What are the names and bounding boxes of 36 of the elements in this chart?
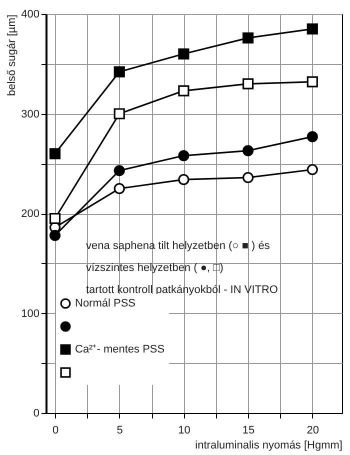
point bbox=[114, 165, 125, 176]
annotation: tartott kontroll patkányokból - IN VITRO bbox=[86, 284, 278, 296]
annotation: vena saphena tilt helyzetben (○ ■ ) és bbox=[86, 240, 270, 252]
y-tick-label: 300 bbox=[21, 108, 40, 120]
y-axis-title: belső sugár [µm] bbox=[6, 14, 18, 96]
point bbox=[242, 78, 254, 90]
point bbox=[306, 164, 318, 176]
x-tick-label: 0 bbox=[52, 424, 59, 436]
x-tick-label: 20 bbox=[306, 424, 320, 436]
point bbox=[49, 212, 61, 224]
point bbox=[114, 66, 125, 78]
point bbox=[242, 145, 254, 156]
x-tick-label: 15 bbox=[242, 424, 255, 436]
x-tick-label: 10 bbox=[178, 424, 190, 436]
point bbox=[306, 131, 318, 142]
y-tick-label: 400 bbox=[21, 8, 40, 20]
point bbox=[114, 183, 125, 194]
y-tick-label: 0 bbox=[33, 408, 40, 420]
point bbox=[114, 108, 125, 120]
point bbox=[178, 48, 190, 60]
y-tick-label: 200 bbox=[21, 208, 40, 220]
x-tick-label: 5 bbox=[116, 424, 123, 436]
point bbox=[49, 230, 61, 241]
legend-label: Normál PSS bbox=[75, 298, 136, 310]
point bbox=[49, 148, 61, 160]
x-axis-title: intraluminalis nyomás [Hgmm] bbox=[195, 440, 342, 452]
point bbox=[178, 174, 190, 186]
point bbox=[242, 172, 254, 184]
legend-label: Ca²⁺- mentes PSS bbox=[75, 344, 165, 356]
point bbox=[178, 85, 190, 96]
point bbox=[178, 150, 190, 162]
annotation: vízszintes helyzetben ( ●, □) bbox=[86, 262, 224, 274]
point bbox=[242, 32, 254, 44]
point bbox=[306, 76, 318, 88]
point bbox=[306, 23, 318, 35]
y-tick-label: 100 bbox=[21, 308, 40, 320]
